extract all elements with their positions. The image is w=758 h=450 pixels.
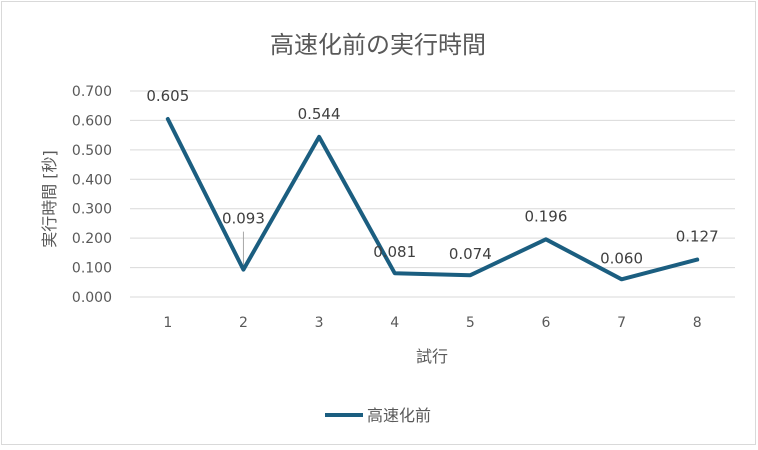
x-tick-label: 7 bbox=[617, 315, 626, 331]
gridlines bbox=[130, 90, 735, 298]
y-tick-label: 0.100 bbox=[72, 261, 112, 277]
x-tick-label: 1 bbox=[163, 315, 172, 331]
chart-title: 高速化前の実行時間 bbox=[270, 31, 486, 59]
x-tick-label: 6 bbox=[541, 315, 550, 331]
data-label: 0.196 bbox=[524, 207, 567, 225]
data-label: 0.544 bbox=[298, 105, 341, 123]
legend: 高速化前 bbox=[325, 406, 431, 425]
y-tick-label: 0.700 bbox=[72, 84, 112, 100]
x-axis-title: 試行 bbox=[416, 347, 448, 366]
series-line bbox=[165, 117, 700, 282]
data-label: 0.081 bbox=[373, 243, 416, 261]
x-tick-label: 4 bbox=[390, 315, 399, 331]
data-labels: 0.605 0.093 0.544 0.081 0.074 0.196 0.060 0.127 bbox=[146, 87, 718, 267]
x-tick-label: 3 bbox=[315, 315, 324, 331]
y-tick-label: 0.300 bbox=[72, 202, 112, 218]
data-label: 0.605 bbox=[146, 87, 189, 105]
y-tick-label: 0.600 bbox=[72, 113, 112, 129]
y-tick-labels: 0.000 0.100 0.200 0.300 0.400 0.500 0.600 0.700 bbox=[72, 84, 112, 306]
x-tick-label: 5 bbox=[466, 315, 475, 331]
data-label: 0.074 bbox=[449, 245, 492, 263]
data-label: 0.127 bbox=[676, 228, 719, 246]
data-label: 0.060 bbox=[600, 249, 643, 267]
x-tick-label: 2 bbox=[239, 315, 248, 331]
y-tick-label: 0.500 bbox=[72, 143, 112, 159]
y-tick-label: 0.000 bbox=[72, 290, 112, 306]
y-tick-label: 0.400 bbox=[72, 172, 112, 188]
y-tick-label: 0.200 bbox=[72, 231, 112, 247]
y-axis-title: 実行時間 [秒] bbox=[40, 150, 59, 248]
data-label: 0.093 bbox=[222, 210, 265, 228]
x-tick-label: 8 bbox=[693, 315, 702, 331]
legend-label: 高速化前 bbox=[367, 406, 431, 425]
x-tick-labels: 1 2 3 4 5 6 7 8 bbox=[163, 315, 701, 331]
